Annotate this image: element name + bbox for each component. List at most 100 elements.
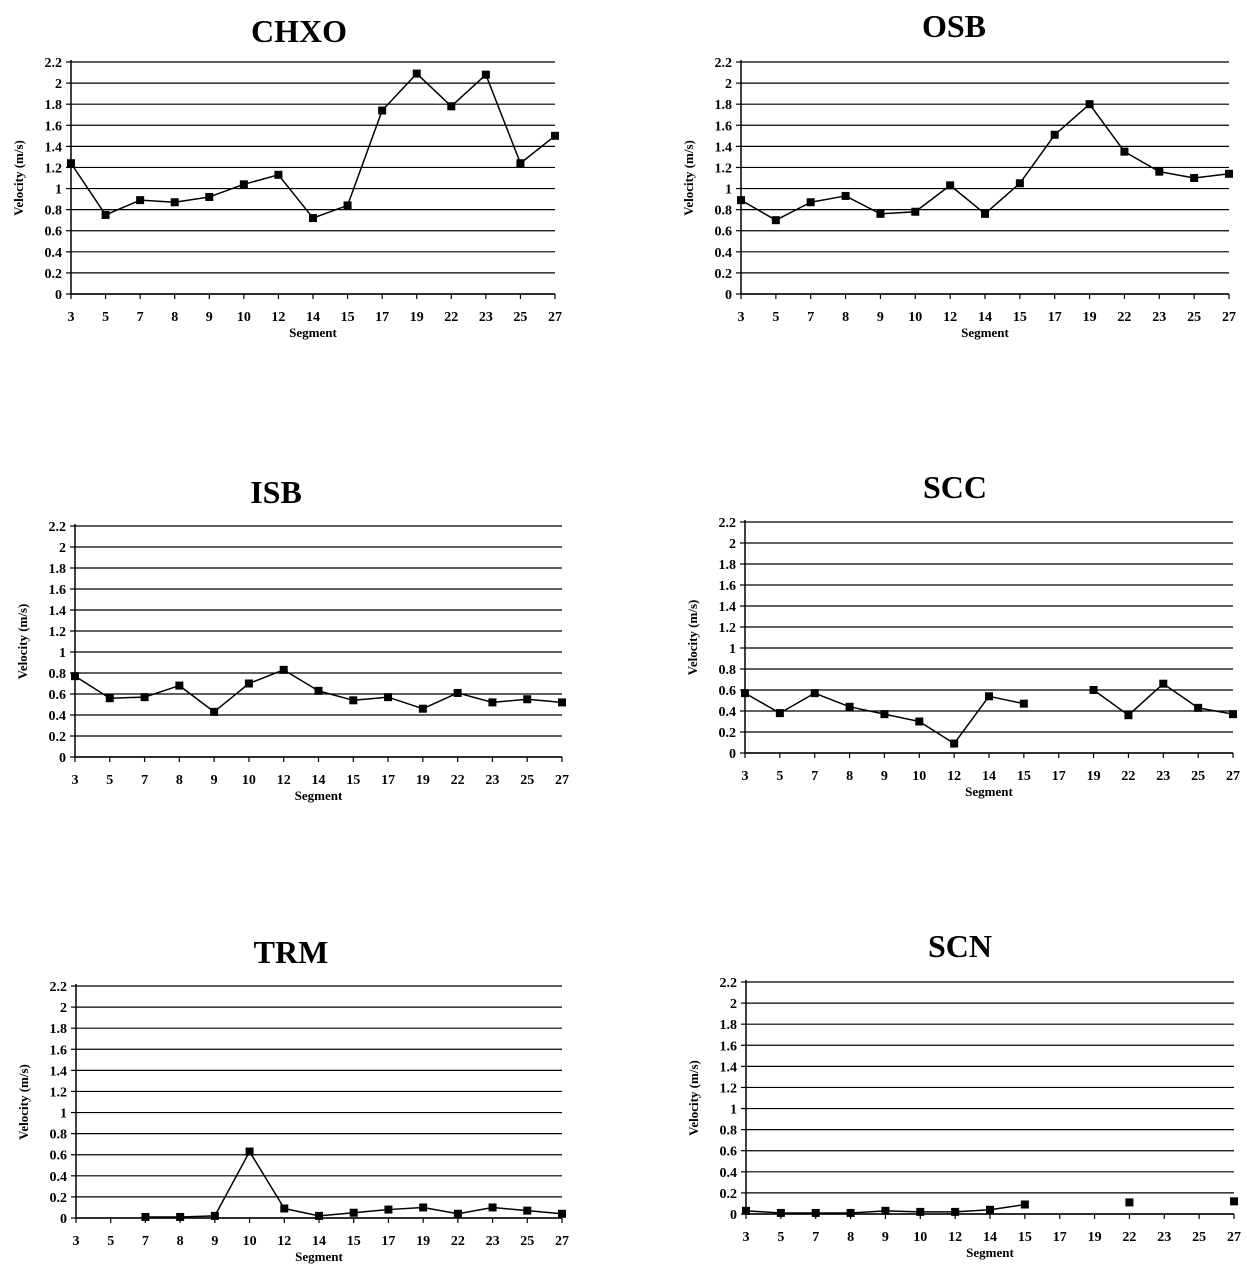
y-tick-label: 0.4 <box>49 709 67 724</box>
y-tick-label: 0.8 <box>719 663 737 678</box>
x-tick-label: 10 <box>913 1230 927 1245</box>
data-point <box>950 739 959 748</box>
data-point <box>175 681 184 690</box>
series-line-segment <box>174 196 210 203</box>
x-tick-label: 10 <box>237 310 251 325</box>
chart-title: ISB <box>250 474 302 510</box>
x-tick-label: 9 <box>211 1234 218 1249</box>
x-tick-label: 3 <box>72 773 79 788</box>
data-point <box>378 106 387 115</box>
x-tick-label: 14 <box>978 310 992 325</box>
data-point <box>314 686 323 695</box>
series-line-segment <box>984 182 1021 215</box>
data-point <box>1125 1198 1134 1207</box>
data-point <box>244 679 253 688</box>
y-tick-label: 1.2 <box>715 161 733 176</box>
series-line-segment <box>416 73 452 107</box>
series-line-segment <box>248 669 284 685</box>
data-point <box>523 1206 532 1215</box>
chart-panel-chxo: CHXO 0 0.2 0.4 0.6 0.8 1 1.2 1.4 1.6 1.8 2 2.2 3 5 7 8 9 1… <box>11 13 562 340</box>
y-tick-label: 0.2 <box>49 730 67 745</box>
y-tick-label: 1.2 <box>720 1081 738 1096</box>
chart-title: SCC <box>923 469 987 505</box>
y-axis-label: Velocity (m/s) <box>16 1064 31 1140</box>
series-line-segment <box>457 1206 493 1215</box>
x-tick-label: 27 <box>548 310 562 325</box>
x-tick-label: 3 <box>742 769 749 784</box>
x-tick-label: 9 <box>211 773 218 788</box>
y-tick-label: 1.6 <box>45 119 63 134</box>
y-tick-label: 2.2 <box>45 56 63 71</box>
data-point <box>447 102 456 111</box>
x-axis-label: Segment <box>961 325 1009 340</box>
x-tick-label: 23 <box>1156 769 1170 784</box>
y-tick-label: 0 <box>730 1208 737 1223</box>
series-line-segment <box>284 1207 320 1217</box>
data-point <box>880 710 889 719</box>
y-tick-label: 0.2 <box>715 267 733 282</box>
x-tick-label: 3 <box>743 1230 750 1245</box>
y-tick-label: 1 <box>59 646 66 661</box>
data-point <box>916 1207 925 1216</box>
x-tick-label: 7 <box>137 310 144 325</box>
x-tick-label: 22 <box>1122 1230 1136 1245</box>
data-point <box>951 1207 960 1216</box>
data-point <box>1159 679 1168 688</box>
x-tick-label: 27 <box>555 1234 569 1249</box>
x-tick-label: 25 <box>1187 310 1201 325</box>
y-tick-label: 1 <box>729 642 736 657</box>
series-line-segment <box>740 199 777 221</box>
data-point <box>170 198 179 207</box>
x-tick-label: 25 <box>520 1234 534 1249</box>
series-line-segment <box>814 692 850 708</box>
y-tick-label: 1.6 <box>49 583 67 598</box>
x-axis-label: Segment <box>966 1245 1014 1260</box>
x-tick-label: 14 <box>306 310 320 325</box>
x-tick-label: 15 <box>341 310 355 325</box>
series-line-segment <box>346 110 383 206</box>
y-tick-label: 0.6 <box>45 225 63 240</box>
data-point <box>1085 100 1094 109</box>
y-tick-label: 0 <box>60 1212 67 1227</box>
x-tick-label: 17 <box>1053 1230 1067 1245</box>
data-point <box>418 704 427 713</box>
x-tick-label: 22 <box>1117 310 1131 325</box>
series-line-segment <box>989 1203 1025 1211</box>
chart-panel-trm: TRM 0 0.2 0.4 0.6 0.8 1 1.2 1.4 1.6 1.8 2 2.2 3 5 7 8 9 10… <box>16 934 569 1264</box>
x-tick-label: 23 <box>479 310 493 325</box>
x-tick-label: 8 <box>847 1230 854 1245</box>
data-point <box>71 672 79 681</box>
series-line-segment <box>884 713 920 723</box>
y-tick-label: 1.4 <box>715 140 733 155</box>
series-line-segment <box>527 698 563 704</box>
x-tick-label: 15 <box>346 773 360 788</box>
series-line-segment <box>214 1151 251 1217</box>
data-point <box>280 1204 289 1213</box>
series-line-segment <box>109 696 145 699</box>
y-tick-label: 0.6 <box>720 1145 738 1160</box>
series-line-segment <box>422 692 458 710</box>
series-line-segment <box>353 696 389 702</box>
series-line-segment <box>955 1209 991 1213</box>
data-point <box>845 702 854 711</box>
data-point <box>776 1208 785 1217</box>
data-point <box>210 1211 219 1220</box>
series-line-segment <box>745 1210 781 1214</box>
y-axis-label: Velocity (m/s) <box>686 1060 701 1136</box>
y-tick-label: 2.2 <box>720 976 738 991</box>
data-point <box>205 192 214 201</box>
y-tick-label: 0.8 <box>50 1128 68 1143</box>
x-tick-label: 12 <box>943 310 957 325</box>
series-line-segment <box>779 692 816 714</box>
y-tick-label: 1 <box>725 183 732 198</box>
y-tick-label: 2 <box>729 537 736 552</box>
data-point <box>309 214 317 223</box>
series-line-segment <box>492 1206 528 1212</box>
data-point <box>1020 1200 1029 1209</box>
x-tick-label: 5 <box>772 310 779 325</box>
data-point <box>810 689 819 698</box>
data-point <box>384 1205 393 1214</box>
y-axis-label: Velocity (m/s) <box>681 140 696 216</box>
series-line-segment <box>353 1208 389 1214</box>
data-point <box>811 1208 820 1217</box>
